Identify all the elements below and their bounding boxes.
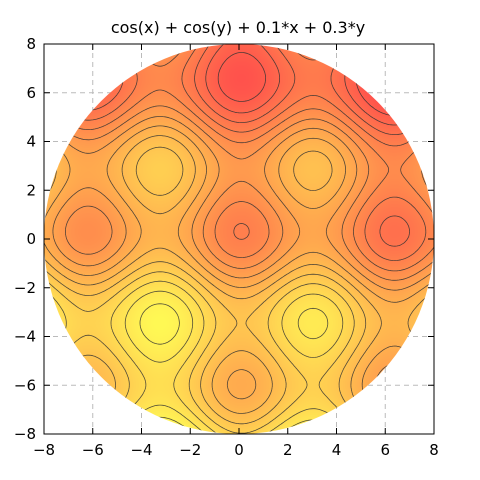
chart-title: cos(x) + cos(y) + 0.1*x + 0.3*y	[111, 18, 365, 37]
y-tick-label: −8	[14, 425, 36, 443]
contour-line	[367, 47, 423, 106]
contour-disk	[44, 44, 434, 434]
y-tick-label: −4	[14, 328, 36, 346]
x-tick-label: −2	[179, 441, 201, 459]
y-tick-label: 6	[26, 84, 36, 102]
contour-line	[137, 426, 182, 434]
plot-area: −8 −6 −4 −2 0 2 4 6 8 −8 −6 −4 −2 0 2 4 6 8	[14, 35, 439, 459]
x-tick-label: 2	[283, 441, 293, 459]
y-tick-label: −2	[14, 279, 36, 297]
y-tick-label: −6	[14, 376, 36, 394]
y-tick-label: 2	[26, 181, 36, 199]
x-tick-label: 4	[332, 441, 342, 459]
y-tick-label: 8	[26, 35, 36, 53]
x-tick-label: 6	[380, 441, 390, 459]
contour-line	[217, 44, 434, 116]
x-tick-label: −4	[130, 441, 152, 459]
x-tick-label: −8	[33, 441, 55, 459]
axis-ticks: −8 −6 −4 −2 0 2 4 6 8 −8 −6 −4 −2 0 2 4 6 8	[14, 35, 439, 459]
x-tick-label: −6	[82, 441, 104, 459]
contour-line	[44, 44, 434, 281]
y-tick-label: 4	[26, 133, 36, 151]
contour-line	[44, 44, 434, 272]
x-tick-label: 0	[234, 441, 244, 459]
x-tick-label: 8	[429, 441, 439, 459]
y-tick-label: 0	[26, 230, 36, 248]
